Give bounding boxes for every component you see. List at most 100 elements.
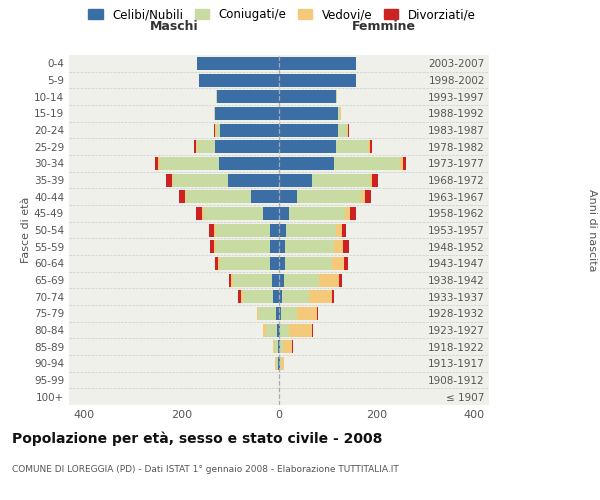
Bar [185, 190, 186, 203]
Bar [270, 224, 279, 236]
Bar [284, 274, 319, 286]
Bar [279, 140, 335, 153]
Legend: Celibi/Nubili, Coniugati/e, Vedovi/e, Divorziati/e: Celibi/Nubili, Coniugati/e, Vedovi/e, Di… [88, 8, 476, 22]
Bar [266, 324, 277, 336]
Bar [292, 340, 293, 353]
Bar [275, 307, 279, 320]
Bar [228, 174, 279, 186]
Bar [158, 157, 160, 170]
Bar [372, 174, 377, 186]
Bar [231, 274, 233, 286]
Bar [214, 124, 215, 136]
Bar [257, 307, 259, 320]
Bar [186, 190, 251, 203]
Bar [347, 124, 349, 136]
Bar [215, 107, 279, 120]
Bar [279, 257, 285, 270]
Bar [259, 307, 275, 320]
Bar [215, 257, 218, 270]
Bar [173, 174, 228, 186]
Bar [279, 224, 286, 236]
Bar [297, 307, 317, 320]
Bar [343, 240, 349, 253]
Bar [275, 357, 278, 370]
Bar [400, 157, 403, 170]
Bar [238, 290, 241, 303]
Bar [270, 240, 279, 253]
Bar [279, 57, 356, 70]
Text: Anni di nascita: Anni di nascita [587, 188, 597, 271]
Bar [279, 307, 281, 320]
Bar [289, 207, 346, 220]
Bar [215, 140, 279, 153]
Text: Maschi: Maschi [149, 20, 199, 32]
Bar [263, 207, 279, 220]
Bar [179, 190, 185, 203]
Bar [289, 324, 312, 336]
Bar [278, 340, 279, 353]
Bar [282, 290, 309, 303]
Text: Femmine: Femmine [352, 20, 416, 32]
Bar [309, 290, 332, 303]
Bar [344, 257, 349, 270]
Bar [370, 174, 372, 186]
Bar [202, 207, 204, 220]
Bar [280, 357, 281, 370]
Bar [279, 107, 338, 120]
Bar [285, 257, 332, 270]
Bar [279, 240, 285, 253]
Bar [279, 174, 312, 186]
Bar [280, 324, 289, 336]
Bar [272, 340, 274, 353]
Bar [194, 140, 196, 153]
Bar [273, 290, 279, 303]
Bar [286, 224, 335, 236]
Bar [361, 190, 365, 203]
Bar [214, 107, 215, 120]
Bar [277, 324, 279, 336]
Bar [204, 207, 263, 220]
Text: Popolazione per età, sesso e stato civile - 2008: Popolazione per età, sesso e stato civil… [12, 431, 382, 446]
Bar [335, 224, 341, 236]
Bar [196, 140, 197, 153]
Bar [403, 157, 406, 170]
Bar [279, 290, 282, 303]
Bar [296, 190, 361, 203]
Y-axis label: Fasce di età: Fasce di età [21, 197, 31, 263]
Bar [279, 357, 280, 370]
Bar [251, 190, 279, 203]
Bar [209, 224, 214, 236]
Bar [338, 107, 340, 120]
Bar [220, 124, 279, 136]
Bar [214, 224, 215, 236]
Bar [241, 290, 243, 303]
Bar [279, 274, 284, 286]
Bar [285, 240, 334, 253]
Bar [334, 157, 400, 170]
Bar [214, 240, 215, 253]
Bar [279, 324, 280, 336]
Text: COMUNE DI LOREGGIA (PD) - Dati ISTAT 1° gennaio 2008 - Elaborazione TUTTITALIA.I: COMUNE DI LOREGGIA (PD) - Dati ISTAT 1° … [12, 466, 399, 474]
Bar [338, 274, 343, 286]
Bar [274, 340, 278, 353]
Bar [312, 324, 313, 336]
Bar [283, 340, 292, 353]
Bar [243, 290, 273, 303]
Bar [197, 140, 215, 153]
Bar [166, 174, 172, 186]
Bar [370, 140, 372, 153]
Bar [209, 240, 214, 253]
Bar [338, 124, 347, 136]
Bar [281, 357, 284, 370]
Bar [215, 124, 220, 136]
Bar [272, 274, 279, 286]
Bar [312, 174, 370, 186]
Bar [270, 257, 279, 270]
Bar [368, 140, 370, 153]
Bar [335, 140, 368, 153]
Bar [334, 240, 343, 253]
Bar [332, 290, 334, 303]
Bar [160, 157, 220, 170]
Bar [196, 207, 202, 220]
Bar [263, 324, 266, 336]
